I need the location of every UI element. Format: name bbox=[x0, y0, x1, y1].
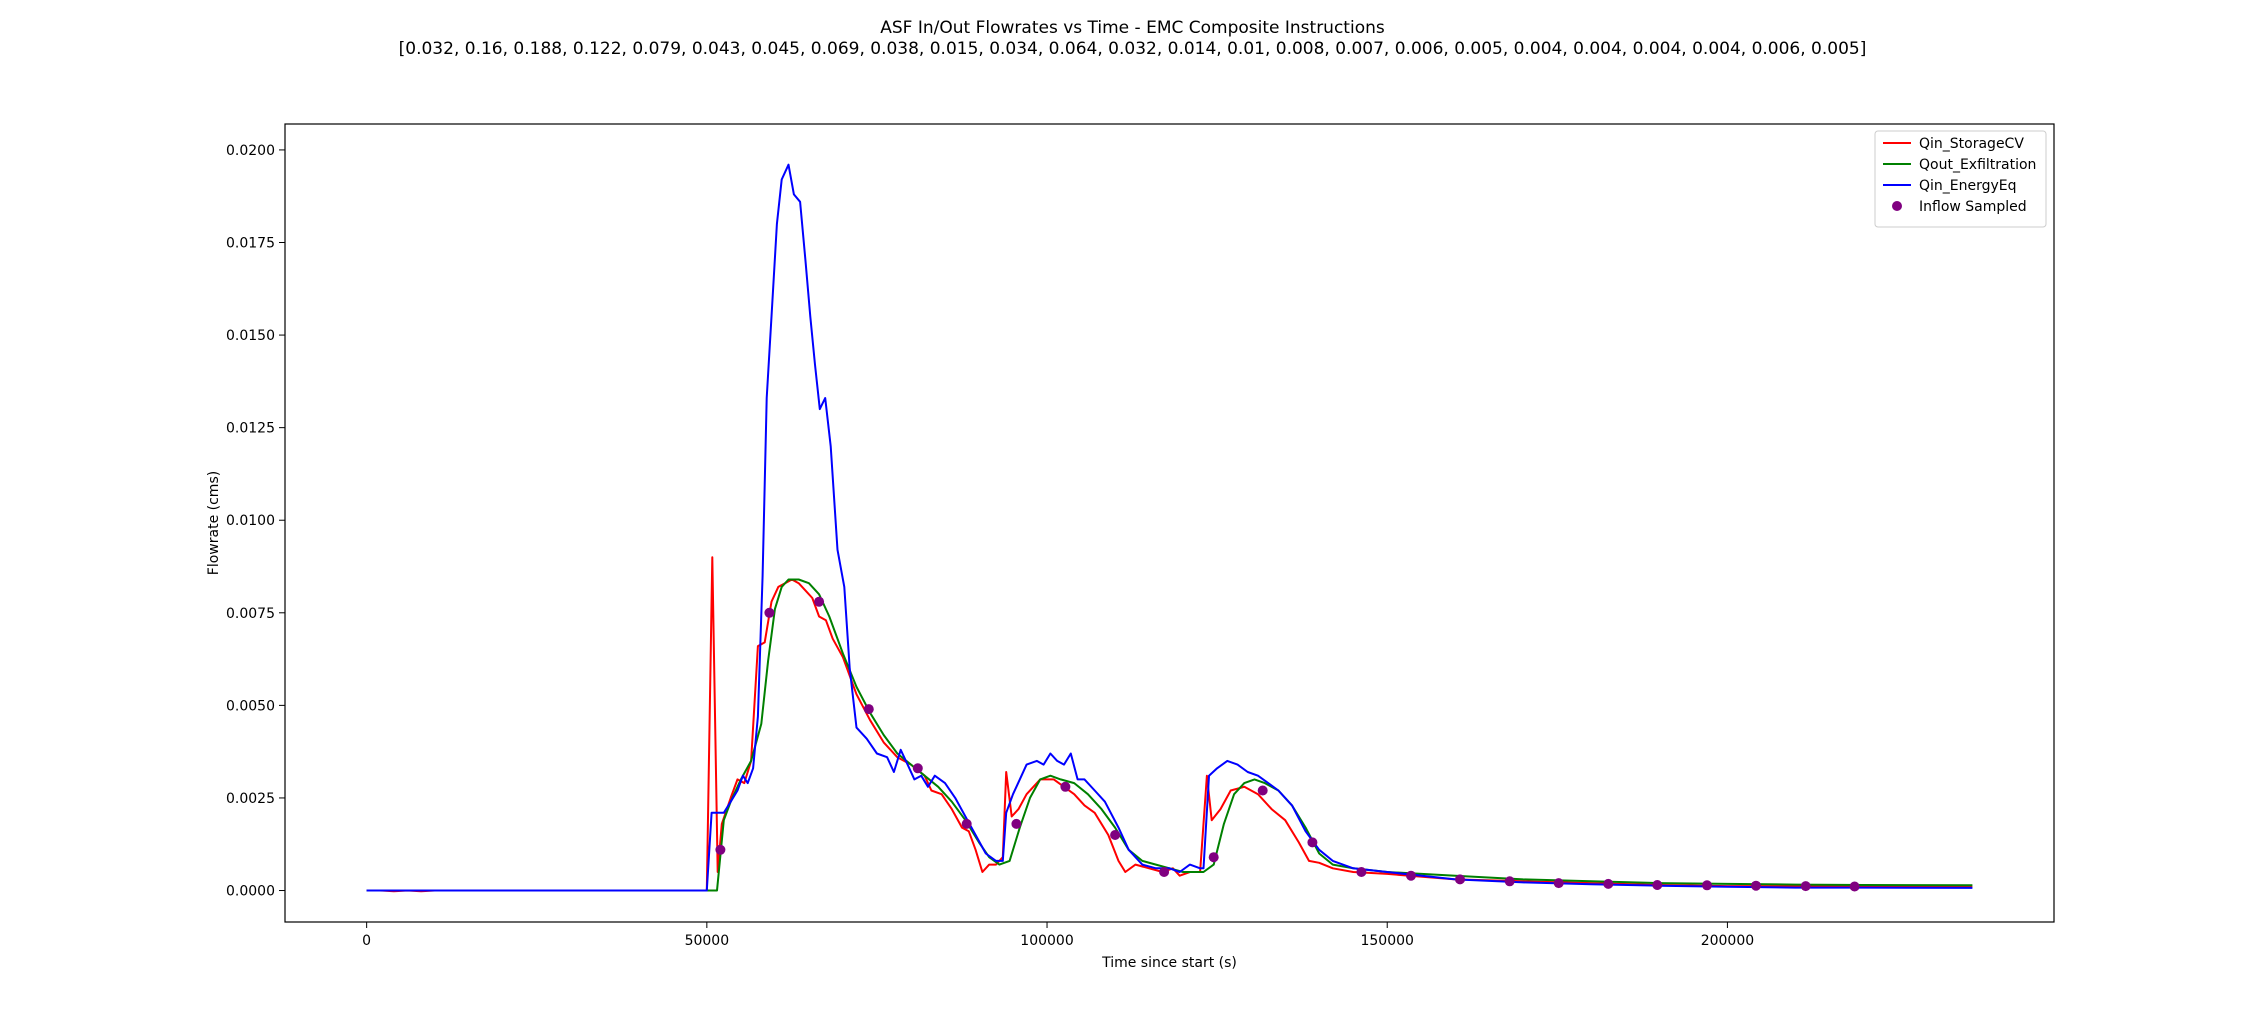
series-line-qout-exfiltration bbox=[366, 578, 1973, 892]
x-tick-label: 150000 bbox=[1360, 933, 1413, 949]
y-tick-label: 0.0150 bbox=[226, 328, 275, 344]
x-tick-label: 50000 bbox=[685, 933, 730, 949]
inflow-sampled-point bbox=[1652, 880, 1663, 890]
x-tick-label: 0 bbox=[362, 933, 371, 949]
inflow-sampled-point bbox=[1406, 870, 1416, 881]
inflow-sampled-point bbox=[1257, 785, 1268, 796]
y-tick-label: 0.0000 bbox=[226, 884, 275, 900]
y-axis: 0.0000 0.0025 0.0050 0.0075 0.0100 0.0125 0.01… bbox=[226, 143, 285, 900]
inflow-sampled-point bbox=[912, 763, 923, 774]
inflow-sampled-point bbox=[1307, 837, 1318, 848]
inflow-sampled-point bbox=[1356, 867, 1367, 877]
legend-box bbox=[1874, 130, 2047, 228]
series-line-qin-storagecv bbox=[366, 556, 1973, 893]
legend-label: Qin_EnergyEq bbox=[1919, 178, 2017, 194]
inflow-sampled-point bbox=[764, 607, 775, 618]
inflow-sampled-point bbox=[1849, 881, 1860, 892]
inflow-sampled-point bbox=[814, 596, 825, 607]
legend: Qin_StorageCV Qout_Exfiltration Qin_Energy… bbox=[1874, 130, 2047, 228]
inflow-sampled-point bbox=[715, 844, 726, 855]
inflow-sampled-point bbox=[1751, 880, 1761, 891]
inflow-sampled-point bbox=[1504, 876, 1515, 887]
legend-label: Inflow Sampled bbox=[1919, 199, 2027, 215]
legend-label: Qout_Exfiltration bbox=[1919, 157, 2036, 173]
inflow-sampled-point bbox=[1060, 781, 1071, 792]
inflow-sampled-point bbox=[1800, 881, 1811, 892]
inflow-sampled-point bbox=[1110, 830, 1121, 840]
y-tick-label: 0.0200 bbox=[226, 143, 275, 159]
y-tick-label: 0.0175 bbox=[226, 235, 275, 251]
y-tick-label: 0.0075 bbox=[226, 606, 275, 622]
x-axis-label: Time since start (s) bbox=[1101, 955, 1237, 971]
inflow-sampled-point bbox=[1159, 867, 1170, 877]
inflow-sampled-point bbox=[1208, 852, 1219, 863]
inflow-sampled-point bbox=[961, 818, 972, 829]
y-tick-label: 0.0050 bbox=[226, 698, 275, 714]
y-tick-label: 0.0025 bbox=[226, 791, 275, 807]
x-tick-label: 100000 bbox=[1020, 933, 1073, 949]
inflow-sampled-point bbox=[1553, 878, 1564, 889]
y-tick-label: 0.0125 bbox=[226, 421, 275, 437]
axes-frame bbox=[284, 123, 2055, 923]
inflow-sampled-point bbox=[1455, 874, 1465, 885]
plot-series bbox=[366, 163, 1973, 893]
x-axis: 0 50000 100000 150000 200000 bbox=[362, 922, 1754, 949]
legend-swatch bbox=[1892, 201, 1902, 211]
inflow-sampled-point bbox=[1011, 818, 1022, 829]
series-line-qin-energyeq bbox=[366, 163, 1973, 892]
x-tick-label: 200000 bbox=[1701, 933, 1754, 949]
chart-subtitle: [0.032, 0.16, 0.188, 0.122, 0.079, 0.043… bbox=[398, 39, 1867, 59]
y-axis-label: Flowrate (cms) bbox=[206, 471, 222, 575]
inflow-sampled-point bbox=[863, 704, 874, 715]
legend-label: Qin_StorageCV bbox=[1919, 136, 2024, 152]
chart-title: ASF In/Out Flowrates vs Time - EMC Compo… bbox=[880, 18, 1385, 38]
y-tick-label: 0.0100 bbox=[226, 513, 275, 529]
inflow-sampled-point bbox=[1702, 880, 1712, 891]
inflow-sampled-point bbox=[1603, 878, 1614, 889]
